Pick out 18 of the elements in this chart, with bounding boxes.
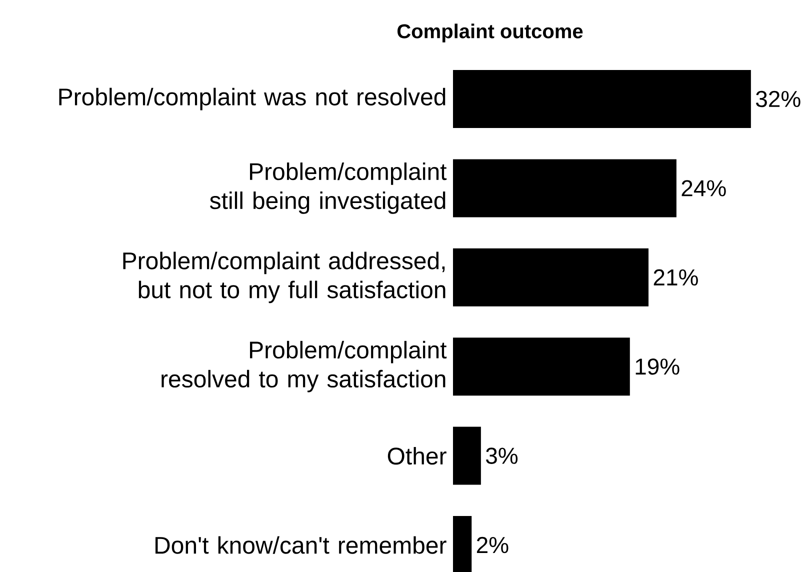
y-tick-label: Other	[388, 446, 446, 465]
data-label: 32%	[756, 90, 800, 108]
bar	[453, 338, 630, 396]
bar	[453, 426, 481, 485]
y-tick-label: Don't know/can't remember	[155, 536, 446, 554]
data-label: 21%	[654, 269, 698, 286]
y-tick-label: Problem/complaint addressed, but not to my full satisfaction	[123, 252, 446, 304]
y-tick-label: Problem/complaint resolved to my satisfaction	[162, 340, 447, 392]
y-tick-label: Problem/complaint still being investigated	[210, 162, 447, 214]
data-label: 2%	[476, 536, 508, 554]
data-label: 24%	[682, 180, 726, 196]
bar	[453, 159, 676, 218]
chart-title: Complaint outcome	[398, 24, 583, 42]
data-label: 19%	[636, 358, 680, 375]
data-label: 3%	[486, 448, 518, 464]
bar	[453, 248, 649, 306]
y-tick-label: Problem/complaint was not resolved	[59, 88, 446, 110]
bar	[453, 70, 751, 128]
